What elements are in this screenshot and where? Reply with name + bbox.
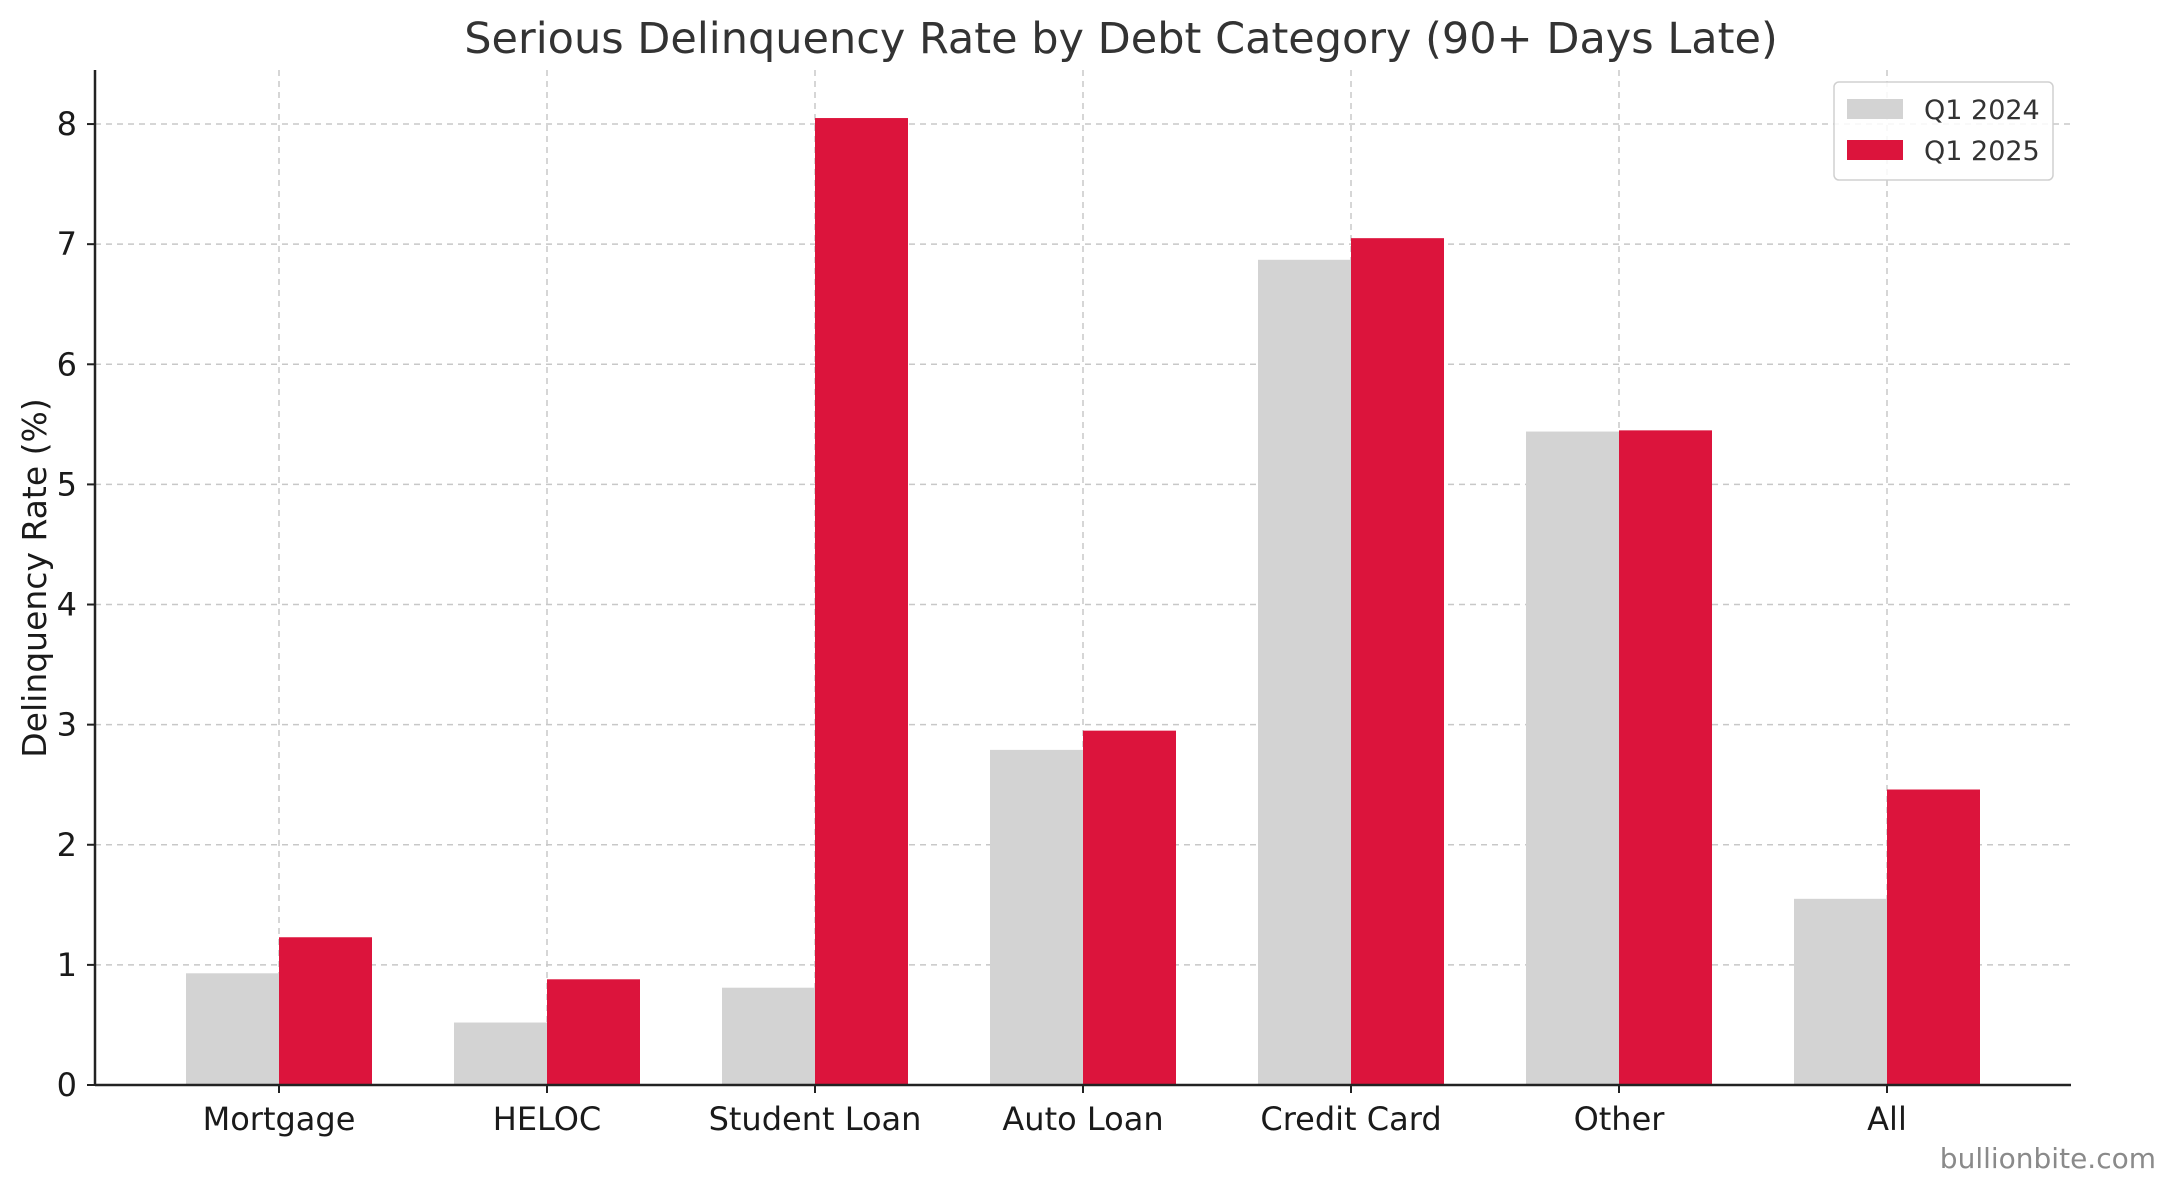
x-tick-label: Other <box>1574 1100 1666 1138</box>
bar-q1-2024-credit-card <box>1258 259 1351 1085</box>
bar-q1-2025-mortgage <box>279 937 372 1085</box>
bar-q1-2024-student-loan <box>722 987 815 1085</box>
bar-q1-2025-all <box>1887 789 1980 1085</box>
x-tick-label: Mortgage <box>203 1100 356 1138</box>
bar-q1-2024-auto-loan <box>990 749 1083 1085</box>
legend-label: Q1 2024 <box>1924 95 2040 126</box>
bar-q1-2024-all <box>1794 898 1887 1085</box>
x-tick-label: Auto Loan <box>1002 1100 1163 1138</box>
y-tick-label: 0 <box>57 1066 77 1104</box>
bar-q1-2024-other <box>1526 431 1619 1085</box>
legend: Q1 2024 Q1 2025 <box>1833 81 2054 181</box>
bar-q1-2025-student-loan <box>815 118 908 1085</box>
y-tick-label: 4 <box>57 586 77 624</box>
y-tick-label: 8 <box>57 105 77 143</box>
x-tick-label: Credit Card <box>1260 1100 1441 1138</box>
x-tick-label: HELOC <box>493 1100 602 1138</box>
legend-swatch <box>1847 99 1903 119</box>
y-tick-label: 6 <box>57 345 77 383</box>
y-tick-label: 2 <box>57 826 77 864</box>
bars <box>186 118 1980 1086</box>
x-tick-label: All <box>1867 1100 1907 1138</box>
bar-q1-2024-heloc <box>454 1022 547 1085</box>
legend-swatch <box>1847 140 1903 160</box>
ticks: 0 1 2 3 4 5 6 7 8 Mortgage HELOC Student Loan Auto L… <box>57 105 1907 1138</box>
y-axis-label: Delinquency Rate (%) <box>15 398 54 757</box>
y-tick-label: 5 <box>57 465 77 503</box>
bar-q1-2025-auto-loan <box>1083 730 1176 1085</box>
bar-q1-2025-other <box>1619 430 1712 1085</box>
x-tick-label: Student Loan <box>709 1100 922 1138</box>
bar-q1-2024-mortgage <box>186 973 279 1085</box>
y-tick-label: 7 <box>57 225 77 263</box>
y-tick-label: 3 <box>57 706 77 744</box>
bar-q1-2025-heloc <box>547 979 640 1085</box>
y-tick-label: 1 <box>57 946 77 984</box>
bar-q1-2025-credit-card <box>1351 238 1444 1086</box>
legend-label: Q1 2025 <box>1924 136 2040 167</box>
watermark: bullionbite.com <box>1940 1142 2156 1175</box>
chart-title: Serious Delinquency Rate by Debt Categor… <box>464 14 1777 64</box>
